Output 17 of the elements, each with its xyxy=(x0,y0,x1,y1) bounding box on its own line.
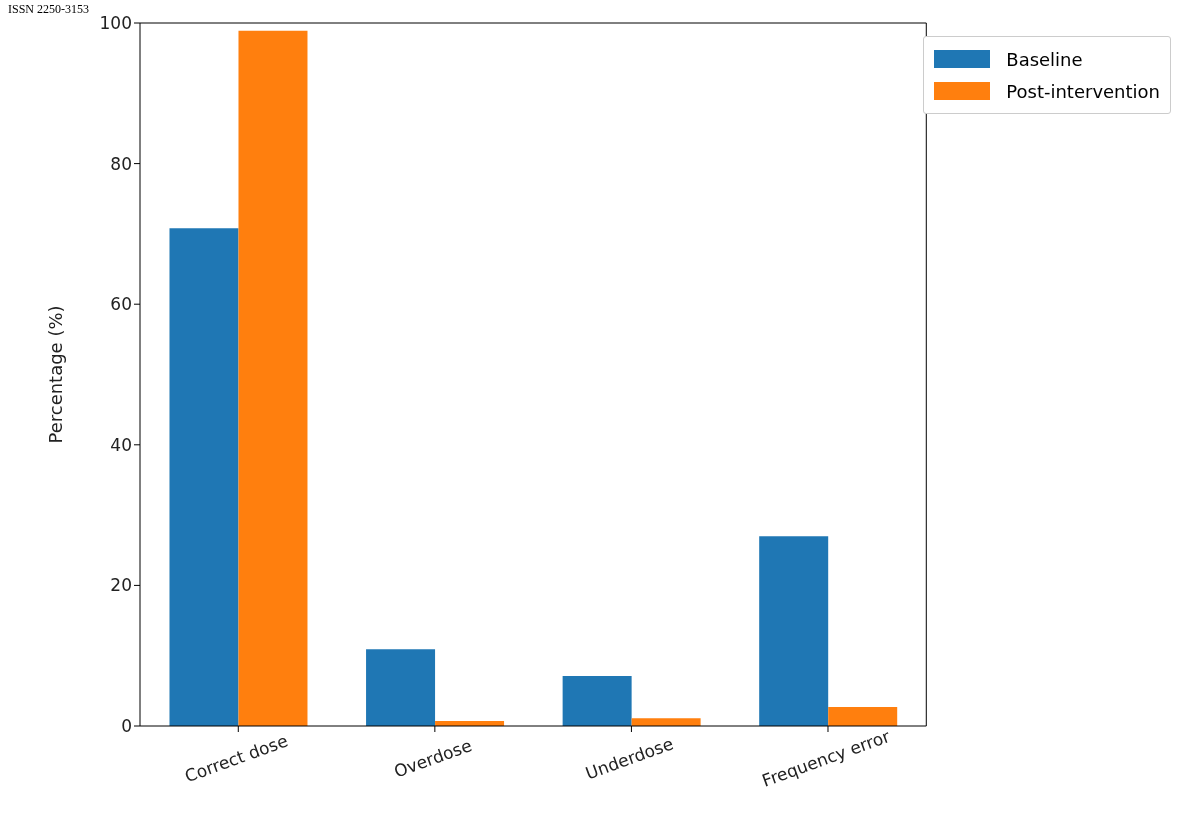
bar xyxy=(828,707,898,726)
y-tick-label: 40 xyxy=(110,434,132,455)
bar xyxy=(562,676,632,726)
legend-label: Post-intervention xyxy=(1006,80,1160,102)
bar xyxy=(169,228,239,726)
y-tick-label: 100 xyxy=(99,13,132,34)
bar xyxy=(366,649,436,726)
y-tick-label: 60 xyxy=(110,294,132,315)
y-tick-label: 80 xyxy=(110,153,132,174)
legend-label: Baseline xyxy=(1006,48,1083,70)
y-tick-label: 20 xyxy=(110,575,132,596)
bar xyxy=(759,536,829,726)
bar xyxy=(238,30,308,726)
y-tick-label: 0 xyxy=(121,716,132,737)
bar xyxy=(631,718,701,726)
text: ISSN 2250-3153 xyxy=(8,2,90,17)
y-axis-title: Percentage (%) xyxy=(45,305,67,444)
